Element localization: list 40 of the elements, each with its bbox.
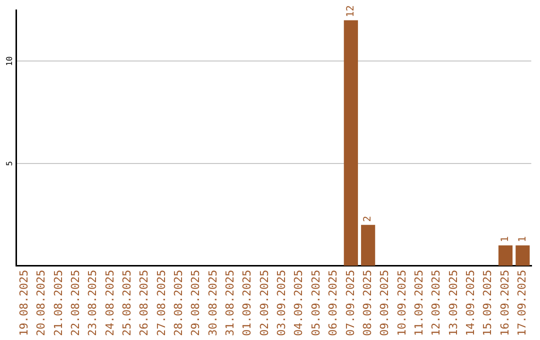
x-tick-label: 24.08.2025 — [103, 270, 116, 336]
bar — [498, 245, 513, 266]
y-tick-label: 10 — [5, 56, 14, 66]
bar — [344, 20, 358, 266]
x-tick-label: 13.09.2025 — [446, 270, 460, 336]
x-tick-label: 25.08.2025 — [120, 270, 134, 336]
x-tick-label: 15.09.2025 — [481, 270, 494, 336]
y-tick-label: 5 — [5, 160, 14, 166]
data-label: 12 — [346, 5, 357, 18]
x-tick-label: 16.09.2025 — [498, 270, 512, 336]
x-tick-label: 08.09.2025 — [360, 270, 374, 336]
x-tick-label: 02.09.2025 — [258, 270, 271, 336]
x-tick-label: 14.09.2025 — [464, 270, 477, 336]
x-tick-label: 29.08.2025 — [189, 270, 202, 336]
x-tick-label: 01.09.2025 — [240, 270, 254, 336]
x-tick-label: 17.09.2025 — [516, 270, 529, 336]
x-tick-label: 27.08.2025 — [154, 270, 168, 336]
x-tick-label: 31.08.2025 — [224, 270, 237, 336]
data-label: 2 — [362, 216, 374, 222]
data-label: 1 — [517, 236, 528, 242]
bar — [361, 224, 376, 266]
x-tick-label: 09.09.2025 — [378, 270, 392, 336]
bar — [516, 245, 530, 266]
x-tick-label: 22.08.2025 — [68, 270, 82, 336]
x-tick-label: 11.09.2025 — [412, 270, 426, 336]
x-tick-label: 26.08.2025 — [138, 270, 151, 336]
x-tick-label: 03.09.2025 — [275, 270, 288, 336]
x-tick-label: 20.08.2025 — [34, 270, 48, 336]
x-tick-label: 23.08.2025 — [86, 270, 100, 336]
x-tick-label: 28.08.2025 — [172, 270, 186, 336]
x-tick-label: 21.08.2025 — [52, 270, 65, 336]
x-tick-label: 10.09.2025 — [395, 270, 408, 336]
x-tick-label: 04.09.2025 — [292, 270, 306, 336]
x-tick-label: 06.09.2025 — [326, 270, 340, 336]
data-label: 1 — [500, 236, 512, 242]
x-tick-label: 12.09.2025 — [430, 270, 443, 336]
x-tick-label: 19.08.2025 — [17, 270, 30, 336]
x-tick-label: 07.09.2025 — [344, 270, 357, 336]
x-tick-label: 30.08.2025 — [206, 270, 220, 336]
x-tick-label: 05.09.2025 — [309, 270, 322, 336]
